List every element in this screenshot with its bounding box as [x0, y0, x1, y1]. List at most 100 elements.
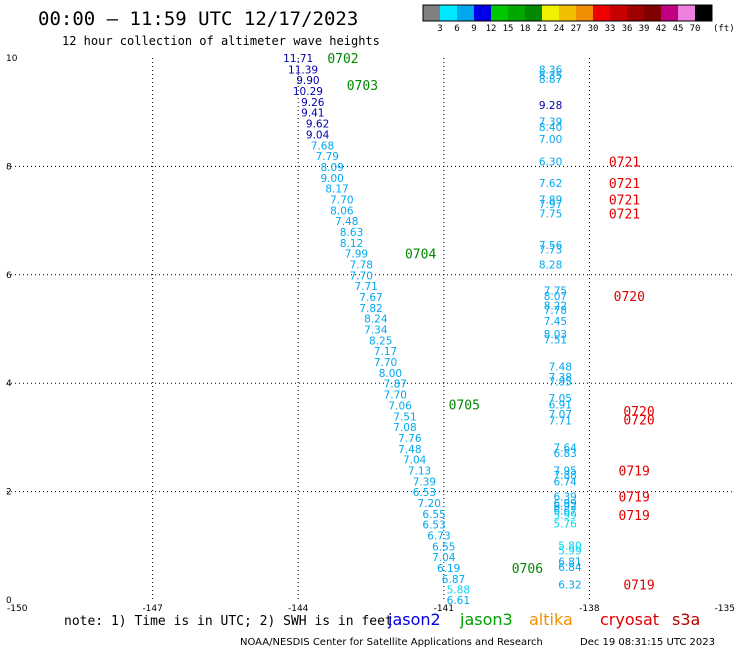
wave-height-label: 7.76	[398, 433, 422, 445]
wave-height-label: 7.04	[403, 455, 427, 467]
colorbar-swatch	[644, 5, 661, 21]
colorbar-swatch	[508, 5, 525, 21]
wave-height-label: 8.25	[369, 335, 392, 347]
wave-height-label: 6.55	[422, 509, 445, 521]
time-label: 0720	[623, 414, 654, 429]
colorbar-label: 36	[622, 24, 633, 34]
colorbar-swatch	[610, 5, 627, 21]
y-tick-label: 2	[6, 488, 12, 498]
wave-height-label: 9.62	[306, 119, 329, 131]
wave-height-label: 8.09	[320, 162, 343, 174]
wave-height-label: 7.51	[544, 334, 567, 346]
wave-height-label: 6.74	[553, 476, 577, 488]
chart-subtitle: 12 hour collection of altimeter wave hei…	[62, 34, 380, 48]
wave-height-label: 7.88	[553, 470, 576, 482]
colorbar-swatch	[627, 5, 644, 21]
wave-height-label: 6.91	[549, 399, 572, 411]
footer-timestamp: Dec 19 08:31:15 UTC 2023	[580, 637, 715, 648]
wave-height-label: 8.03	[544, 329, 567, 341]
colorbar-swatch	[525, 5, 542, 21]
time-label: 0702	[327, 52, 358, 67]
wave-height-label: 7.73	[539, 244, 562, 256]
wave-height-label: 7.70	[374, 357, 397, 369]
wave-height-label: 5.88	[447, 585, 470, 597]
x-tick-label: -147	[142, 604, 162, 614]
wave-height-label: 6.61	[447, 595, 470, 607]
grid	[7, 58, 735, 600]
colorbar-label: 30	[588, 24, 599, 34]
colorbar-swatch	[542, 5, 559, 21]
wave-height-label: 6.39	[553, 491, 576, 503]
wave-height-label: 8.35	[539, 70, 562, 82]
wave-height-label: 8.06	[330, 205, 354, 217]
wave-height-label: 6.53	[422, 520, 445, 532]
wave-height-label: 5.76	[553, 519, 577, 531]
wave-height-label: 11.39	[288, 64, 318, 76]
time-label: 0721	[609, 156, 640, 171]
wave-height-label: 7.00	[539, 134, 562, 146]
colorbar-swatch	[491, 5, 508, 21]
time-label: 0705	[449, 398, 480, 413]
time-label: 0719	[619, 464, 650, 479]
wave-height-label: 6.73	[427, 531, 450, 543]
wave-height-label: 8.63	[340, 227, 363, 239]
wave-height-label: 7.95	[549, 377, 572, 389]
time-label: 0721	[609, 177, 640, 192]
colorbar-label: 18	[520, 24, 531, 34]
wave-height-label: 7.97	[539, 199, 562, 211]
time-label: 0706	[512, 562, 543, 577]
footer-credit: NOAA/NESDIS Center for Satellite Applica…	[240, 637, 543, 648]
time-label: 0720	[614, 290, 645, 305]
x-tick-label: -150	[7, 604, 28, 614]
wave-height-label: 8.24	[364, 314, 388, 326]
wave-height-label: 6.92	[553, 501, 576, 513]
wave-height-label: 5.99	[553, 510, 576, 522]
satellite-legend: jason2 jason3 altika cryosat s3a	[387, 610, 700, 629]
wave-height-label: 8.36	[539, 64, 563, 76]
wave-height-label: 7.39	[539, 116, 562, 128]
wave-height-label: 7.20	[418, 498, 441, 510]
colorbar-swatch	[593, 5, 610, 21]
satellite-legend-altika: altika	[529, 610, 573, 629]
colorbar-swatch	[457, 5, 474, 21]
chart-title: 00:00 – 11:59 UTC 12/17/2023	[38, 8, 358, 30]
colorbar-unit: (ft)	[713, 24, 735, 34]
colorbar-label: 6	[454, 24, 459, 34]
wave-height-label: 5.80	[558, 540, 581, 552]
satellite-legend-s3a: s3a	[672, 610, 700, 629]
wave-height-label: 6.81	[558, 557, 581, 569]
wave-height-label: 8.28	[539, 260, 562, 272]
wave-height-label: 8.40	[539, 122, 562, 134]
wave-height-label: 7.13	[408, 465, 431, 477]
y-tick-label: 4	[6, 379, 12, 389]
wave-height-label: 7.87	[384, 379, 407, 391]
wave-height-label: 7.38	[549, 372, 572, 384]
wave-height-label: 7.51	[393, 411, 416, 423]
colorbar-label: 45	[673, 24, 684, 34]
wave-height-label: 7.70	[330, 194, 353, 206]
wave-height-label: 6.67	[553, 506, 576, 518]
wave-height-label: 6.84	[558, 562, 582, 574]
satellite-legend-jason2: jason2	[387, 610, 441, 629]
colorbar-label: 33	[605, 24, 616, 34]
wave-height-label: 7.48	[398, 444, 421, 456]
time-label: 0721	[609, 193, 640, 208]
wave-height-label: 7.45	[544, 316, 567, 328]
footer-note: note: 1) Time is in UTC; 2) SWH is in fe…	[64, 614, 393, 629]
wave-height-label: 7.07	[549, 409, 572, 421]
wave-height-label: 9.26	[301, 97, 325, 109]
wave-height-label: 7.89	[539, 194, 562, 206]
wave-height-label: 7.70	[350, 270, 373, 282]
time-label: 0704	[405, 248, 436, 263]
wave-height-label: 8.12	[340, 238, 363, 250]
time-label: 0720	[623, 405, 654, 420]
y-tick-label: 0	[6, 596, 12, 606]
wave-height-label: 5.99	[558, 546, 581, 558]
satellite-legend-cryosat: cryosat	[600, 610, 659, 629]
wave-height-label: 6.53	[413, 487, 436, 499]
colorbar-swatch	[661, 5, 678, 21]
satellite-legend-jason3: jason3	[459, 610, 513, 629]
wave-height-label: 7.78	[350, 260, 373, 272]
time-labels: 0702070307040705070607210721072107210720…	[327, 52, 654, 593]
wave-height-label: 7.71	[354, 281, 377, 293]
